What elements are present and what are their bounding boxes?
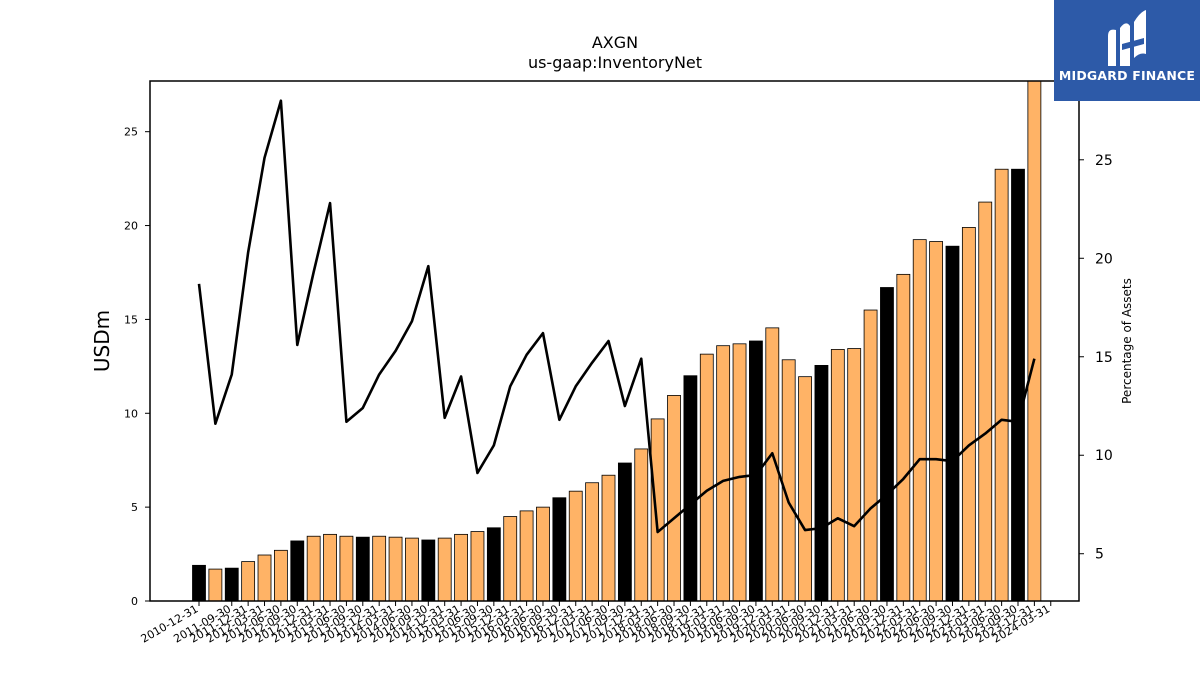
bar bbox=[732, 343, 747, 602]
bar bbox=[273, 549, 288, 602]
bar bbox=[1011, 168, 1025, 602]
y2-tick-label: 10 bbox=[1095, 448, 1113, 464]
bar bbox=[306, 535, 321, 602]
bar bbox=[650, 418, 665, 602]
bar bbox=[585, 482, 600, 602]
bar bbox=[863, 309, 878, 602]
y-tick-label: 25 bbox=[124, 126, 138, 139]
bar bbox=[667, 395, 681, 602]
y-tick-label: 15 bbox=[124, 313, 138, 326]
percentage-line bbox=[197, 99, 1036, 534]
y-axis-label: USDm bbox=[90, 310, 114, 372]
logo-mark-icon bbox=[1108, 10, 1146, 67]
x-axis: 2010-12-312011-09-302011-12-312012-03-31… bbox=[139, 601, 1052, 646]
bar bbox=[224, 567, 239, 602]
y2-tick-label: 5 bbox=[1095, 547, 1104, 563]
bar bbox=[568, 490, 583, 602]
brand-logo: MIDGARD FINANCE bbox=[1054, 0, 1200, 101]
chart-title: AXGN bbox=[592, 33, 638, 52]
bar bbox=[454, 533, 468, 602]
bar bbox=[814, 364, 829, 602]
right-axis: 5 10 15 20 25 bbox=[1079, 153, 1113, 563]
bar bbox=[437, 537, 452, 602]
y2-tick-label: 25 bbox=[1095, 153, 1113, 169]
bar bbox=[830, 349, 845, 602]
bar bbox=[339, 535, 354, 602]
bar bbox=[486, 527, 501, 602]
y-tick-label: 5 bbox=[131, 501, 138, 514]
bars-layer bbox=[192, 80, 1042, 602]
bar bbox=[241, 561, 256, 602]
y-tick-label: 10 bbox=[124, 407, 138, 420]
bar bbox=[978, 201, 993, 602]
bar bbox=[503, 516, 518, 602]
bar bbox=[880, 287, 894, 602]
bar bbox=[716, 345, 731, 602]
y-tick-label: 0 bbox=[131, 595, 138, 608]
bar bbox=[536, 506, 550, 602]
bar bbox=[634, 448, 649, 602]
bar bbox=[929, 241, 943, 602]
bar bbox=[355, 536, 370, 602]
y2-axis-label: Percentage of Assets bbox=[1120, 278, 1134, 404]
bar bbox=[405, 537, 419, 602]
bar bbox=[470, 531, 485, 602]
bar bbox=[945, 245, 960, 602]
bar bbox=[372, 535, 387, 602]
bar bbox=[290, 540, 305, 602]
bar bbox=[552, 497, 567, 602]
bar bbox=[421, 539, 436, 602]
bar bbox=[683, 375, 698, 602]
bar bbox=[994, 168, 1009, 602]
bar bbox=[601, 474, 616, 602]
bar bbox=[192, 564, 206, 602]
left-axis: 0 5 10 15 20 25 bbox=[124, 126, 150, 608]
y2-tick-label: 15 bbox=[1095, 350, 1113, 366]
y-tick-label: 20 bbox=[124, 220, 138, 233]
bar bbox=[699, 353, 714, 602]
brand-name: MIDGARD FINANCE bbox=[1058, 68, 1196, 83]
bar bbox=[1027, 80, 1042, 602]
bar bbox=[323, 533, 337, 602]
bar bbox=[798, 376, 812, 602]
bar bbox=[961, 227, 976, 602]
line-layer bbox=[197, 99, 1036, 534]
bar bbox=[519, 510, 534, 602]
bar bbox=[257, 554, 272, 602]
bar bbox=[847, 348, 862, 602]
bar bbox=[388, 536, 403, 602]
y2-tick-label: 20 bbox=[1095, 251, 1113, 267]
bar bbox=[208, 568, 223, 602]
bar bbox=[896, 273, 911, 602]
chart-subtitle: us-gaap:InventoryNet bbox=[528, 53, 702, 72]
bar bbox=[912, 239, 927, 602]
plot-frame bbox=[149, 80, 1080, 602]
bar bbox=[617, 462, 632, 602]
bar bbox=[781, 359, 796, 602]
